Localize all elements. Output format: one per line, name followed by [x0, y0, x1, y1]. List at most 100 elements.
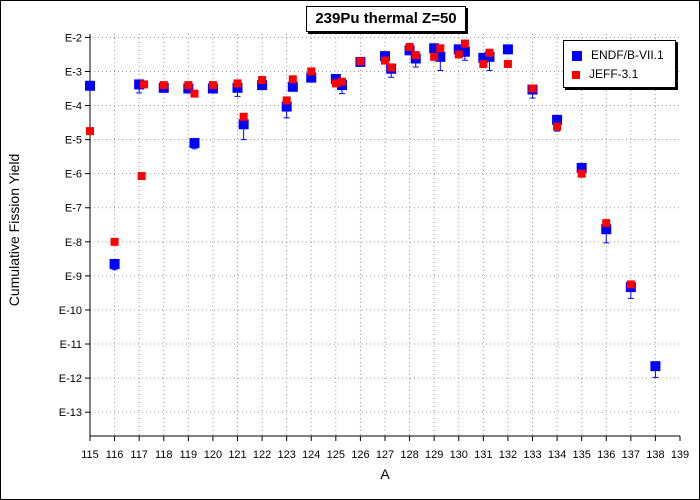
- data-point-endf: [306, 72, 317, 83]
- x-tick-label: 137: [622, 449, 640, 461]
- x-tick-label: 120: [204, 449, 222, 461]
- data-point-jeff: [626, 280, 635, 289]
- data-point-endf: [435, 51, 446, 62]
- data-point-jeff: [381, 56, 389, 65]
- data-point-endf: [109, 258, 120, 269]
- y-tick-label: E-2: [65, 32, 82, 44]
- data-point-endf: [232, 82, 243, 93]
- data-point-jeff: [436, 44, 445, 53]
- y-tick-label: E-4: [65, 101, 82, 113]
- x-tick-label: 131: [474, 449, 492, 461]
- data-point-jeff: [190, 89, 199, 98]
- data-point-jeff: [159, 81, 168, 90]
- y-tick-label: E-13: [59, 407, 82, 419]
- data-point-jeff: [282, 96, 291, 105]
- data-point-jeff: [485, 48, 494, 57]
- data-point-jeff: [140, 80, 149, 89]
- x-tick-label: 119: [180, 449, 198, 461]
- data-point-jeff: [307, 67, 316, 76]
- data-point-endf: [478, 52, 489, 63]
- data-point-endf: [453, 44, 464, 55]
- grid-lines: [90, 34, 680, 436]
- data-point-jeff: [479, 59, 488, 68]
- data-point-jeff: [86, 127, 94, 136]
- y-tick-label: E-10: [59, 305, 82, 317]
- data-point-endf: [502, 44, 513, 55]
- axes: [85, 34, 681, 441]
- data-point-jeff: [387, 63, 396, 72]
- x-tick-label: 128: [400, 449, 418, 461]
- x-tick-label: 138: [646, 449, 664, 461]
- x-tick-label: 126: [351, 449, 369, 461]
- data-point-endf: [459, 46, 470, 57]
- data-point-endf: [601, 224, 612, 235]
- data-point-jeff: [110, 237, 119, 246]
- x-tick-label: 116: [106, 449, 124, 461]
- y-axis-label-text: Cumulative Fission Yield: [6, 153, 22, 307]
- data-point-endf: [189, 138, 200, 149]
- data-point-jeff: [577, 169, 586, 178]
- data-points: [85, 39, 661, 372]
- x-tick-label: 134: [548, 449, 566, 461]
- x-tick-label: 129: [425, 449, 443, 461]
- data-point-jeff: [430, 52, 439, 61]
- y-tick-label: E-11: [60, 339, 82, 351]
- x-tick-label: 127: [376, 449, 394, 461]
- x-tick-label: 130: [450, 449, 468, 461]
- legend: ENDF/B-VII.1 JEFF-3.1: [563, 40, 676, 88]
- legend-label-endf: ENDF/B-VII.1: [591, 48, 664, 62]
- x-tick-label: 135: [572, 449, 590, 461]
- x-tick-label: 122: [253, 449, 271, 461]
- data-point-endf: [650, 361, 661, 372]
- data-point-jeff: [184, 81, 193, 90]
- data-point-jeff: [258, 75, 267, 84]
- y-tick-label: E-8: [65, 237, 82, 249]
- x-tick-label: 124: [302, 449, 320, 461]
- data-point-endf: [238, 119, 249, 130]
- x-tick-label: 118: [155, 449, 173, 461]
- data-point-jeff: [239, 112, 248, 121]
- y-tick-label: E-6: [65, 169, 82, 181]
- data-point-jeff: [503, 59, 512, 68]
- y-tick-label: E-3: [65, 66, 82, 78]
- data-point-jeff: [528, 84, 537, 93]
- data-point-endf: [85, 80, 95, 91]
- data-point-endf: [257, 80, 268, 91]
- data-point-endf: [484, 51, 495, 62]
- data-point-jeff: [288, 75, 297, 84]
- data-point-jeff: [208, 81, 217, 90]
- chart-title: 239Pu thermal Z=50: [306, 6, 466, 32]
- legend-entry-jeff: JEFF-3.1: [572, 66, 638, 82]
- x-tick-label: 123: [277, 449, 295, 461]
- x-axis-label: A: [380, 466, 390, 482]
- legend-swatch-blue-square-icon: [572, 50, 582, 61]
- x-tick-label: 115: [81, 449, 99, 461]
- data-point-endf: [552, 114, 563, 125]
- data-point-endf: [429, 43, 440, 54]
- data-point-endf: [330, 73, 341, 84]
- data-point-jeff: [411, 51, 420, 60]
- data-point-jeff: [405, 42, 414, 51]
- data-point-jeff: [331, 79, 340, 88]
- y-tick-label: E-9: [65, 271, 82, 283]
- y-tick-label: E-5: [65, 135, 82, 147]
- legend-entry-endf: ENDF/B-VII.1: [572, 47, 664, 63]
- data-point-jeff: [337, 77, 346, 86]
- legend-label-jeff: JEFF-3.1: [589, 67, 639, 81]
- data-point-jeff: [602, 219, 611, 228]
- y-tick-label: E-7: [65, 203, 82, 215]
- data-point-jeff: [356, 57, 365, 66]
- x-tick-label: 139: [671, 449, 689, 461]
- y-tick-label: E-12: [59, 373, 82, 385]
- data-point-jeff: [460, 39, 469, 48]
- data-point-jeff: [233, 79, 242, 88]
- legend-swatch-red-square-icon: [572, 70, 580, 79]
- data-point-endf: [287, 81, 298, 92]
- x-tick-label: 117: [130, 449, 148, 461]
- data-point-jeff: [454, 50, 463, 59]
- tick-labels: 115 116 117 118 119 120 121 122 123 124 125 126 127 1…: [59, 32, 689, 461]
- data-point-endf: [576, 162, 587, 173]
- x-tick-label: 125: [327, 449, 345, 461]
- data-point-jeff: [137, 172, 146, 181]
